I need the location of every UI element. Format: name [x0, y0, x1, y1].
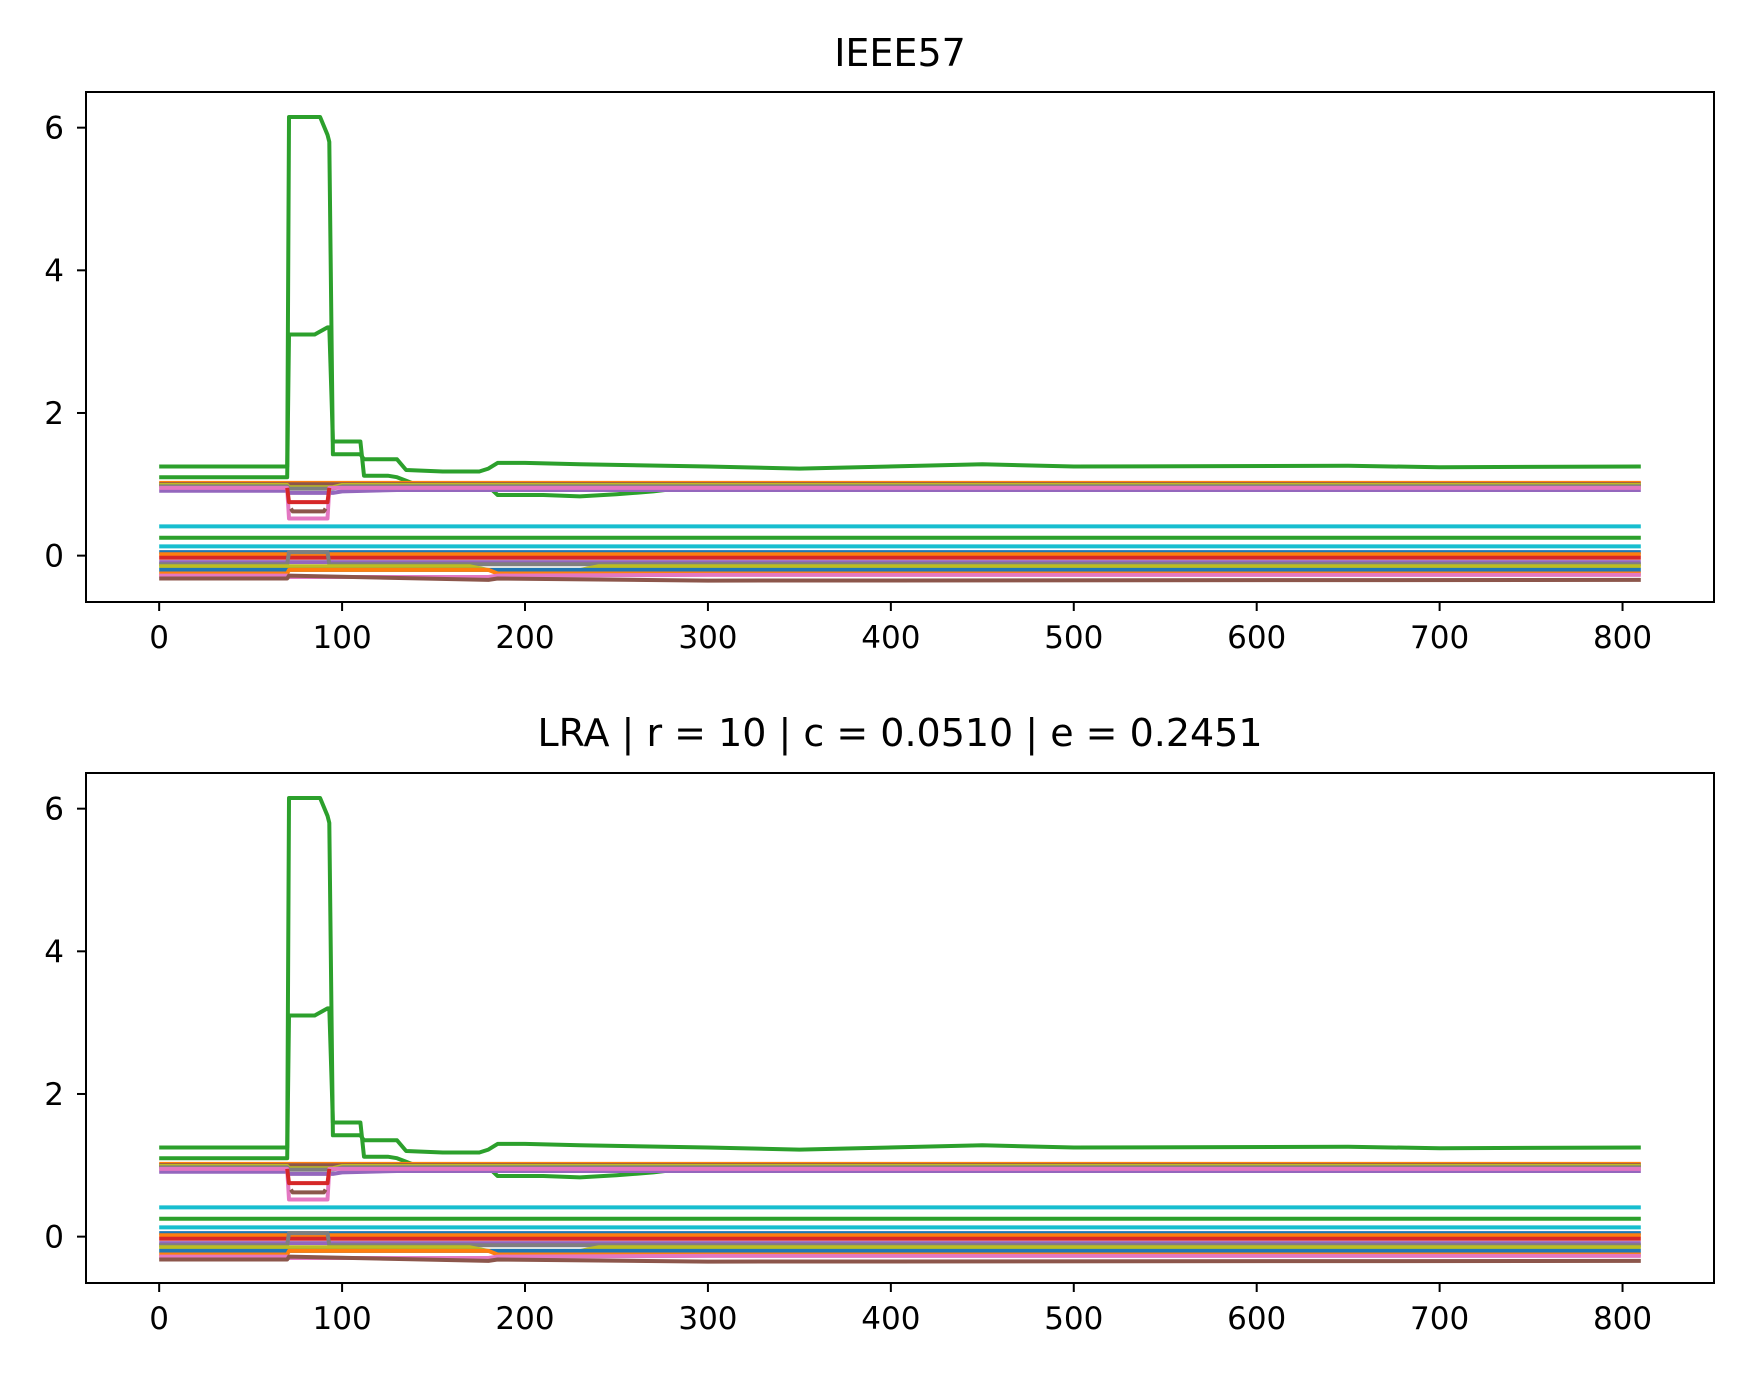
x-tick-label: 500: [1044, 1301, 1103, 1337]
x-tick-label: 400: [861, 620, 920, 656]
y-tick-label: 0: [44, 539, 64, 575]
series-line-7: [159, 488, 1641, 495]
series-line-8: [159, 485, 1641, 521]
y-tick-label: 2: [44, 396, 64, 432]
series-line-18: [159, 550, 1641, 567]
series-line-23: [159, 573, 1641, 583]
x-tick-label: 300: [678, 620, 737, 656]
x-tick-label: 200: [495, 1301, 554, 1337]
x-tick-label: 400: [861, 1301, 920, 1337]
y-axis: 0 2 4 6: [44, 792, 86, 1256]
series-line-0: [159, 796, 1641, 1155]
y-tick-label: 6: [44, 111, 64, 147]
x-tick-label: 0: [149, 1301, 169, 1337]
subplot-lra: LRA | r = 10 | c = 0.0510 | e = 0.2451 0…: [44, 711, 1715, 1337]
axes-frame: [85, 91, 1715, 603]
series-line-1: [159, 1006, 434, 1170]
x-tick-label: 100: [313, 1301, 372, 1337]
x-tick-label: 800: [1593, 1301, 1652, 1337]
y-tick-label: 6: [44, 792, 64, 828]
x-tick-label: 0: [149, 620, 169, 656]
y-tick-label: 4: [44, 253, 64, 289]
x-tick-label: 600: [1227, 1301, 1286, 1337]
y-tick-label: 2: [44, 1077, 64, 1113]
x-tick-label: 300: [678, 1301, 737, 1337]
series-line-9: [285, 1168, 332, 1186]
plot-area: [159, 115, 1641, 583]
series-line-10: [289, 507, 328, 514]
plot-area: [159, 796, 1641, 1264]
y-tick-label: 4: [44, 934, 64, 970]
x-tick-label: 500: [1044, 620, 1103, 656]
x-tick-label: 100: [313, 620, 372, 656]
chart-title: LRA | r = 10 | c = 0.0510 | e = 0.2451: [537, 711, 1262, 756]
series-line-23: [159, 1254, 1641, 1264]
series-line-9: [285, 487, 332, 505]
subplot-ieee57: IEEE57 0 100 200 300 400 500 600 700 800 0 2 4 6: [44, 31, 1715, 656]
series-line-0: [159, 115, 1641, 474]
chart-title: IEEE57: [834, 31, 966, 75]
series-line-7: [159, 1169, 1641, 1176]
x-tick-label: 700: [1410, 1301, 1469, 1337]
x-tick-label: 200: [495, 620, 554, 656]
series-line-1: [159, 325, 434, 489]
series-line-18: [159, 1231, 1641, 1248]
x-tick-label: 700: [1410, 620, 1469, 656]
x-axis: 0 100 200 300 400 500 600 700 800: [149, 1283, 1652, 1337]
y-tick-label: 0: [44, 1220, 64, 1256]
series-line-8: [159, 1166, 1641, 1202]
y-axis: 0 2 4 6: [44, 111, 86, 575]
x-axis: 0 100 200 300 400 500 600 700 800: [149, 602, 1652, 656]
x-tick-label: 800: [1593, 620, 1652, 656]
x-tick-label: 600: [1227, 620, 1286, 656]
series-line-10: [289, 1188, 328, 1195]
axes-frame: [85, 772, 1715, 1284]
